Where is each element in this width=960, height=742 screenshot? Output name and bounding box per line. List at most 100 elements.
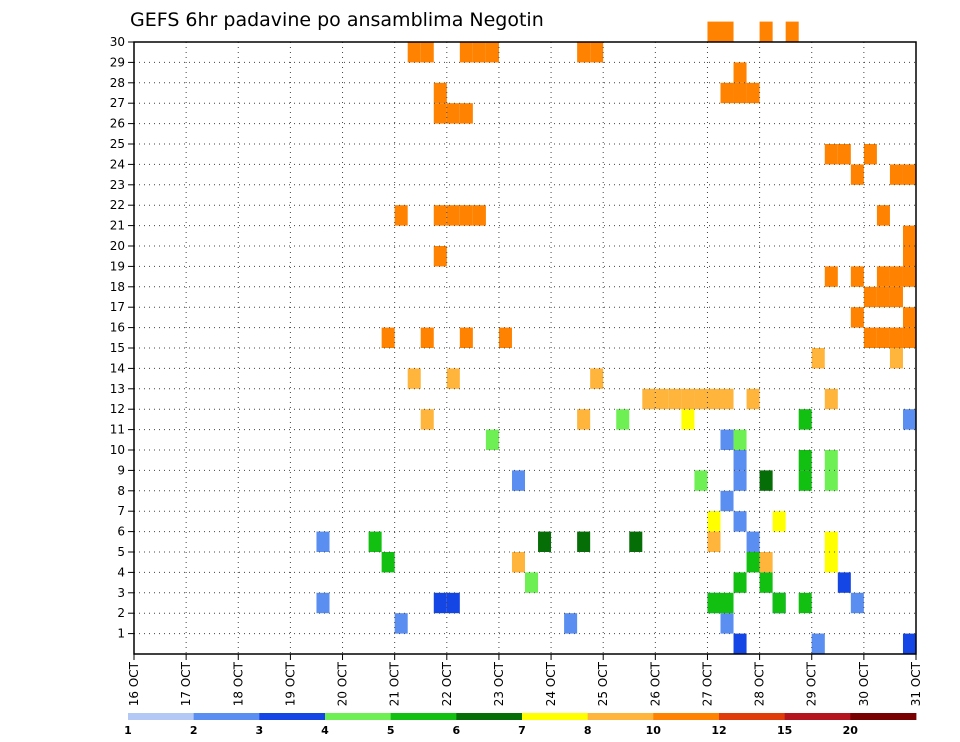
y-tick-label: 15 <box>110 341 125 355</box>
x-tick-label: 29 OCT <box>805 661 819 706</box>
precip-cell <box>733 62 747 83</box>
x-tick-label: 25 OCT <box>596 661 610 706</box>
precip-cell <box>798 450 812 471</box>
precip-cell <box>733 429 747 450</box>
precip-cell <box>824 450 838 471</box>
x-tick-label: 28 OCT <box>753 661 767 706</box>
legend-swatch <box>259 713 326 720</box>
precip-cell <box>759 572 773 593</box>
y-tick-label: 17 <box>110 300 125 314</box>
legend-label: 8 <box>584 724 592 737</box>
legend-swatch <box>587 713 654 720</box>
precip-cell <box>707 388 721 410</box>
precip-cell <box>759 21 773 42</box>
precip-cell <box>863 144 877 165</box>
precip-cell <box>850 266 864 287</box>
precip-cell <box>720 82 734 104</box>
y-tick-label: 8 <box>117 484 125 498</box>
precip-cell <box>863 327 877 348</box>
x-tick-label: 31 OCT <box>909 661 923 706</box>
precip-cell <box>407 368 421 389</box>
precip-cell <box>707 592 721 614</box>
precip-cell <box>525 572 539 593</box>
precip-cell <box>902 225 916 246</box>
precip-cell <box>876 266 890 287</box>
x-tick-label: 17 OCT <box>179 661 193 706</box>
legend-label: 5 <box>387 724 395 737</box>
precip-cell <box>433 103 447 124</box>
legend-swatch <box>456 713 523 720</box>
precip-cell <box>811 633 825 654</box>
y-tick-label: 3 <box>117 586 125 600</box>
ensemble-cells <box>316 21 916 654</box>
x-tick-label: 22 OCT <box>440 661 454 706</box>
legend-label: 2 <box>190 724 198 737</box>
precip-cell <box>785 21 799 42</box>
precip-cell <box>798 470 812 491</box>
y-tick-label: 1 <box>117 627 125 641</box>
y-tick-label: 16 <box>110 321 125 335</box>
precip-cell <box>629 531 643 552</box>
y-tick-label: 5 <box>117 545 125 559</box>
legend-label: 1 <box>124 724 132 737</box>
precip-cell <box>433 592 447 614</box>
y-tick-label: 11 <box>110 423 125 437</box>
precip-cell <box>902 266 916 287</box>
legend-swatch <box>390 713 457 720</box>
precip-cell <box>394 613 408 634</box>
precip-cell <box>655 388 669 410</box>
precip-cell <box>902 409 916 430</box>
precip-cell <box>720 613 734 634</box>
precip-cell <box>798 592 812 614</box>
precip-cell <box>420 327 434 348</box>
precip-cell <box>733 572 747 593</box>
precip-cell <box>876 205 890 226</box>
grid-lines <box>134 42 916 654</box>
precip-cell <box>837 572 851 593</box>
y-tick-label: 4 <box>117 565 125 579</box>
precip-cell <box>459 205 473 226</box>
precip-cell <box>459 103 473 124</box>
precip-cell <box>681 388 695 410</box>
legend-label: 10 <box>646 724 662 737</box>
legend-label: 20 <box>843 724 859 737</box>
x-tick-label: 19 OCT <box>283 661 297 706</box>
precip-cell <box>694 470 708 491</box>
legend-swatch <box>193 713 260 720</box>
precip-cell <box>798 409 812 430</box>
precip-cell <box>824 266 838 287</box>
precip-cell <box>902 307 916 328</box>
precip-cell <box>824 531 838 552</box>
precip-cell <box>889 327 903 348</box>
precip-cell <box>420 409 434 430</box>
precip-cell <box>642 388 656 410</box>
precip-cell <box>459 42 473 63</box>
precip-cell <box>538 531 552 552</box>
legend-swatch <box>522 713 589 720</box>
precip-cell <box>472 205 486 226</box>
precip-cell <box>876 327 890 348</box>
precip-cell <box>485 42 499 63</box>
legend-swatch <box>850 713 917 720</box>
legend-label: 12 <box>711 724 726 737</box>
precip-cell <box>446 592 460 614</box>
y-tick-label: 18 <box>110 280 125 294</box>
x-tick-label: 18 OCT <box>231 661 245 706</box>
precip-cell <box>824 552 838 573</box>
y-tick-label: 30 <box>110 35 125 49</box>
precip-cell <box>590 42 604 63</box>
legend-label: 4 <box>321 724 329 737</box>
precip-cell <box>577 531 591 552</box>
precip-cell <box>772 511 786 532</box>
color-legend: 1 2 3 4 5 6 7 8 10 12 15 20 <box>124 713 917 737</box>
precip-cell <box>889 266 903 287</box>
precip-cell <box>316 592 330 614</box>
legend-swatch <box>784 713 851 720</box>
precip-cell <box>707 531 721 552</box>
precip-cell <box>720 388 734 410</box>
precip-cell <box>746 531 760 552</box>
precip-cell <box>759 552 773 573</box>
x-tick-label: 16 OCT <box>127 661 141 706</box>
precip-cell <box>511 470 525 491</box>
precip-cell <box>394 205 408 226</box>
